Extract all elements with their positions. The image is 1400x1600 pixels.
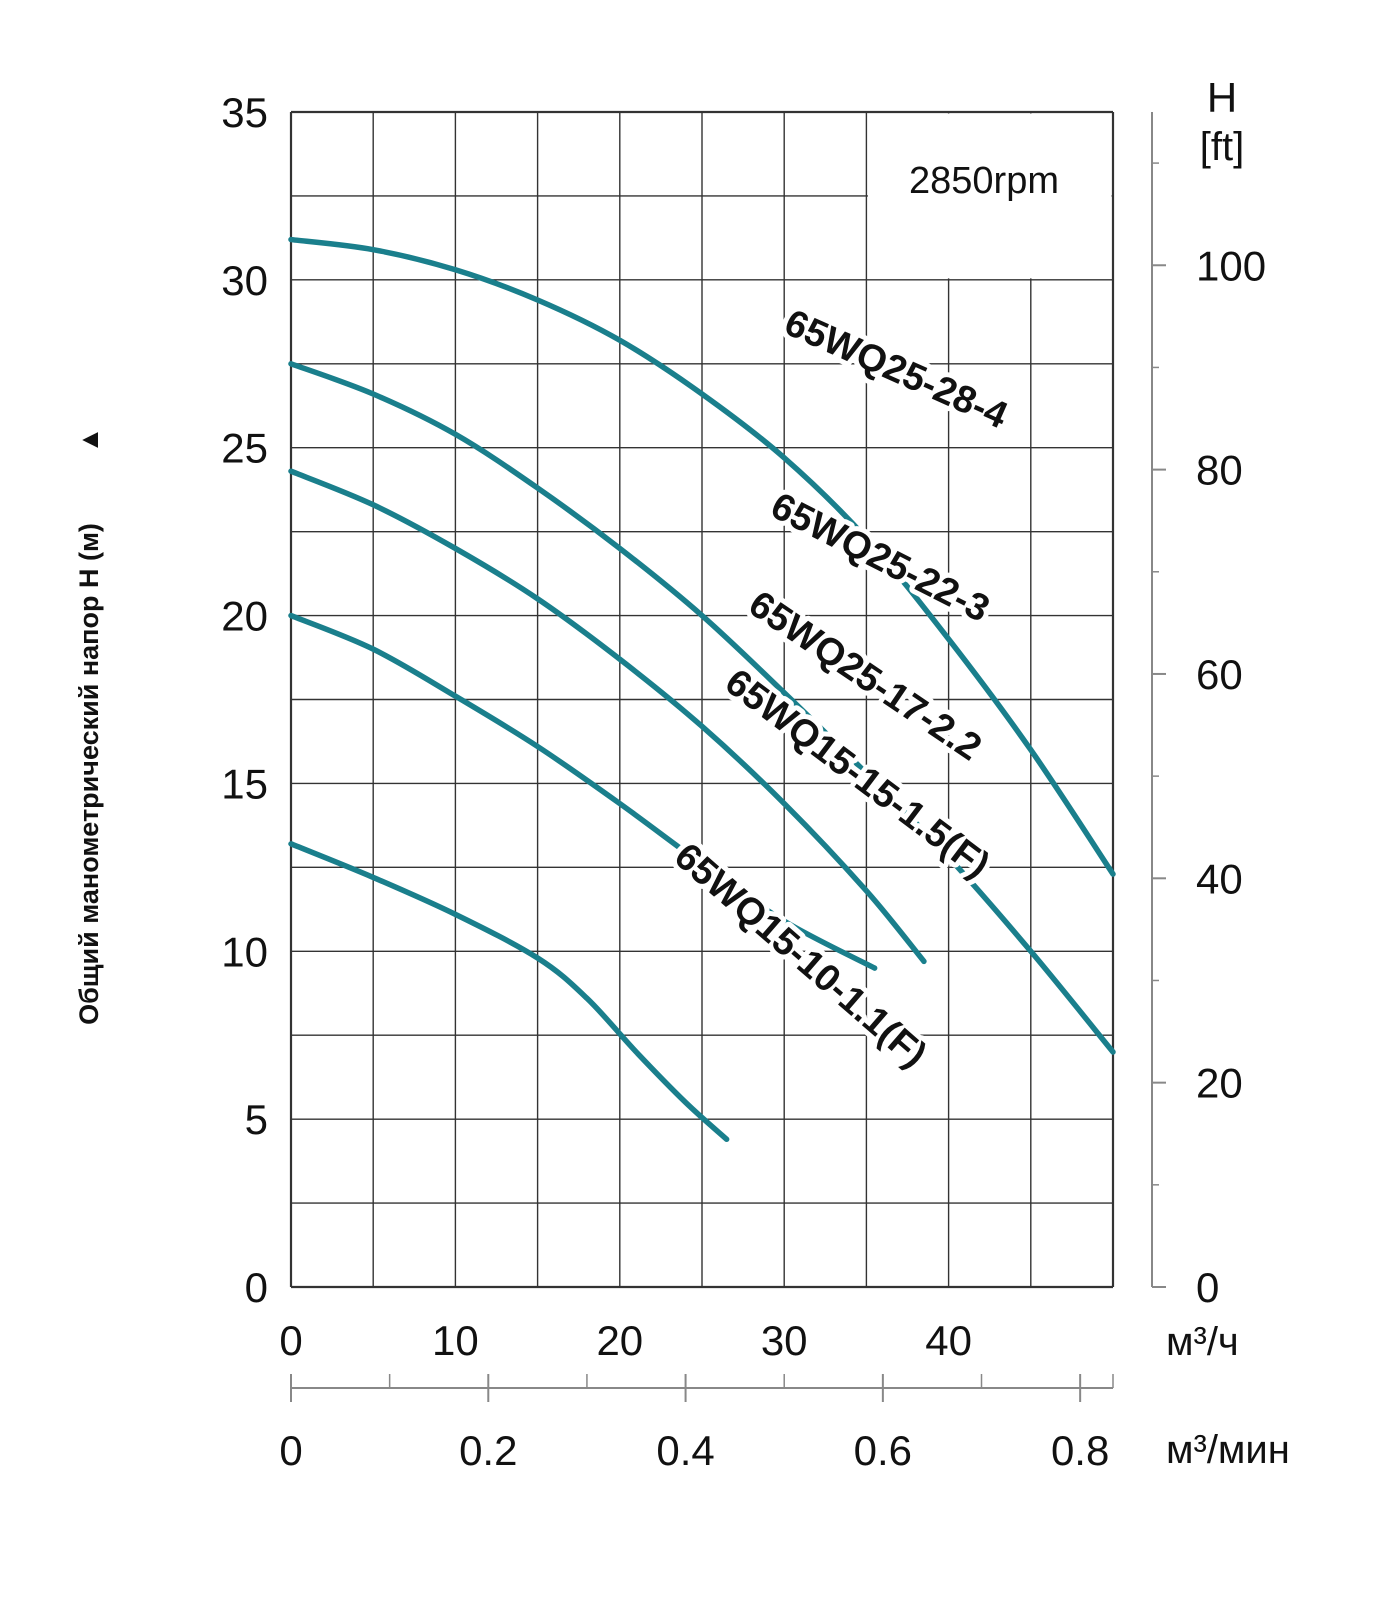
y2-axis-title-line1: H [1207,74,1237,121]
speed-label-box [867,113,1112,279]
x2-tick-label: 0.2 [459,1427,517,1474]
curve-65wq25-28-4 [288,236,1116,877]
y-axis-title: Общий манометрический напор H (м) [74,523,104,1025]
y2-tick-label: 40 [1196,855,1243,902]
y-tick-label: 10 [221,928,268,975]
x-tick-label: 20 [596,1317,643,1364]
curve-label-group: 65WQ15-10-1.1(F)65WQ15-10-1.1(F) [661,830,939,1081]
x-tick-label: 30 [761,1317,808,1364]
x2-tick-label: 0 [279,1427,302,1474]
curve-65wq15-10-1-1-f [288,841,730,1143]
y-tick-label: 35 [221,89,268,136]
curves [288,236,1116,1143]
y-tick-label: 15 [221,760,268,807]
x2-tick-label: 0.8 [1051,1427,1109,1474]
curve-label-65wq25-28-4: 65WQ25-28-4 [778,302,1013,437]
y-axis-arrow-icon: ▲ [74,427,104,454]
y-tick-label: 25 [221,425,268,472]
axes: 0 5 10 15 20 25 30 35 0 20 40 60 80 100 0 10 20 30 40 0 0.2 0… [221,89,1266,1474]
speed-label: 2850rpm [909,160,1059,202]
y-tick-label: 30 [221,257,268,304]
labels: 65WQ25-28-465WQ25-28-465WQ25-22-365WQ25-… [661,297,1018,1081]
y-tick-label: 5 [245,1096,268,1143]
y2-tick-label: 100 [1196,242,1266,289]
x2-axis-unit: м³/мин [1166,1428,1290,1472]
x2-tick-label: 0.4 [656,1427,714,1474]
x-tick-label: 10 [432,1317,479,1364]
grid [289,110,1115,1289]
x-axis-unit: м³/ч [1166,1320,1239,1364]
x-tick-label: 40 [925,1317,972,1364]
x-tick-label: 0 [279,1317,302,1364]
y2-tick-label: 20 [1196,1060,1243,1107]
y2-axis-title-line2: [ft] [1200,125,1244,169]
y2-tick-label: 60 [1196,651,1243,698]
curve-65wq25-22-3 [288,361,1116,1055]
x2-tick-label: 0.6 [854,1427,912,1474]
y-tick-label: 20 [221,593,268,640]
y2-tick-label: 80 [1196,447,1243,494]
curve-65wq25-17-2-2 [288,468,927,965]
curve-65wq15-15-1-5-f [288,612,878,971]
y-axis-title-group: Общий манометрический напор H (м) ▲ [74,427,104,1025]
curve-label-65wq15-10-1-1-f: 65WQ15-10-1.1(F) [666,835,934,1076]
y2-tick-label: 0 [1196,1264,1219,1311]
y-tick-label: 0 [245,1264,268,1311]
